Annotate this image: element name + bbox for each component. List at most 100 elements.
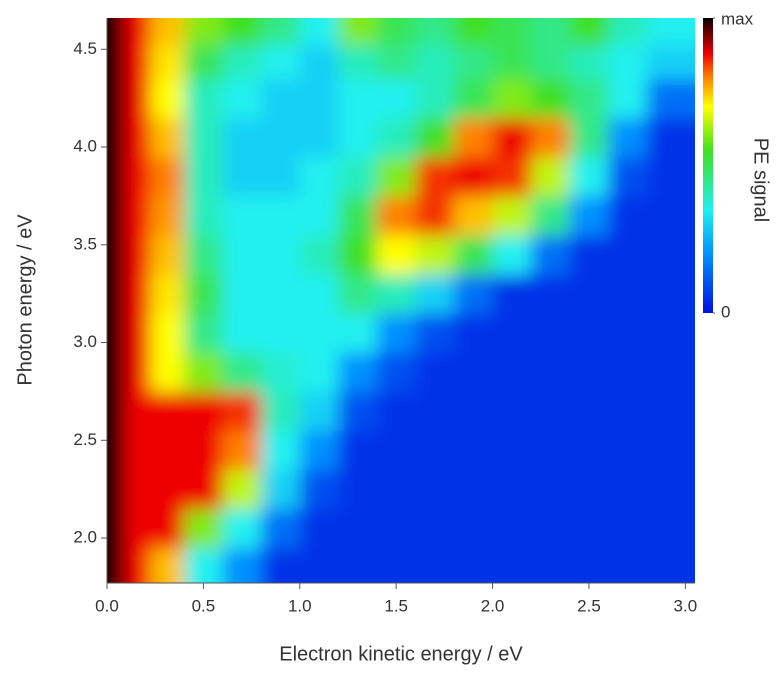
heatmap-cell: [261, 508, 301, 549]
heatmap-cell: [222, 313, 262, 353]
y-tick-label: 3.5: [73, 234, 97, 253]
heatmap-cell: [454, 117, 494, 158]
heatmap-cell: [646, 195, 695, 236]
heatmap-cell: [124, 313, 151, 353]
heatmap-cell: [222, 547, 262, 583]
heatmap-cell: [124, 195, 151, 236]
heatmap-cell: [222, 391, 262, 432]
heatmap-cell: [184, 195, 224, 236]
heatmap-cell: [415, 78, 455, 119]
heatmap-cell: [646, 117, 695, 158]
heatmap-cell: [184, 18, 224, 45]
heatmap-cell: [454, 352, 494, 392]
x-tick-label: 2.5: [577, 596, 601, 615]
heatmap-cell: [261, 547, 301, 583]
heatmap-cell: [150, 352, 185, 392]
heatmap-cell: [492, 313, 532, 353]
heatmap-cell: [107, 469, 125, 510]
heatmap-cell: [569, 469, 609, 510]
colorbar: [703, 18, 713, 313]
heatmap-cell: [646, 78, 695, 119]
heatmap-cell: [376, 352, 416, 392]
x-tick-label: 1.0: [288, 596, 312, 615]
heatmap-cell: [299, 508, 339, 549]
heatmap-cell: [222, 78, 262, 119]
heatmap-cell: [454, 274, 494, 314]
heatmap-cell: [376, 547, 416, 583]
heatmap-cell: [454, 508, 494, 549]
heatmap-cell: [299, 18, 339, 45]
heatmap-cell: [531, 391, 571, 432]
heatmap-cell: [338, 313, 378, 353]
heatmap-cell: [338, 352, 378, 392]
heatmap-cell: [608, 430, 648, 471]
heatmap-cell: [299, 117, 339, 158]
heatmap-cell: [454, 18, 494, 45]
y-tick-label: 2.5: [73, 430, 97, 449]
heatmap-cell: [184, 235, 224, 275]
heatmap-cell: [531, 313, 571, 353]
heatmap-cell: [646, 508, 695, 549]
heatmap-cell: [299, 195, 339, 236]
heatmap-cell: [107, 78, 125, 119]
heatmap-cell: [261, 78, 301, 119]
heatmap-cell: [150, 391, 185, 432]
heatmap-cell: [299, 235, 339, 275]
heatmap-cell: [376, 508, 416, 549]
heatmap-cell: [454, 44, 494, 80]
heatmap-cell: [299, 352, 339, 392]
y-tick-label: 2.0: [73, 528, 97, 547]
heatmap-cell: [124, 156, 151, 197]
heatmap-cell: [376, 469, 416, 510]
heatmap-cell: [261, 18, 301, 45]
y-tick-label: 4.0: [73, 137, 97, 156]
heatmap-cell: [492, 352, 532, 392]
heatmap-cell: [124, 235, 151, 275]
heatmap-cell: [646, 44, 695, 80]
heatmap-cell: [184, 391, 224, 432]
heatmap-cell: [261, 274, 301, 314]
heatmap-cell: [184, 78, 224, 119]
heatmap-cell: [531, 547, 571, 583]
heatmap-cell: [124, 78, 151, 119]
heatmap-cell: [569, 313, 609, 353]
heatmap-cell: [454, 235, 494, 275]
heatmap-cell: [338, 156, 378, 197]
heatmap-cell: [415, 430, 455, 471]
heatmap-cell: [415, 547, 455, 583]
heatmap-cell: [492, 117, 532, 158]
heatmap-cell: [608, 547, 648, 583]
heatmap-cell: [531, 44, 571, 80]
heatmap-cell: [492, 44, 532, 80]
heatmap-cell: [454, 391, 494, 432]
heatmap-cell: [184, 117, 224, 158]
heatmap-cell: [646, 391, 695, 432]
heatmap-cell: [299, 469, 339, 510]
heatmap-cell: [124, 391, 151, 432]
heatmap-cell: [569, 156, 609, 197]
heatmap-cell: [222, 44, 262, 80]
heatmap-cell: [338, 274, 378, 314]
heatmap-cell: [150, 235, 185, 275]
heatmap-cell: [492, 156, 532, 197]
heatmap-cell: [608, 391, 648, 432]
heatmap-cell: [222, 469, 262, 510]
heatmap-cell: [124, 274, 151, 314]
heatmap-cell: [338, 235, 378, 275]
heatmap-cell: [531, 195, 571, 236]
heatmap-cell: [531, 430, 571, 471]
heatmap-cell: [124, 352, 151, 392]
heatmap-cell: [376, 195, 416, 236]
heatmap-cell: [646, 156, 695, 197]
heatmap-cell: [415, 156, 455, 197]
heatmap-cell: [376, 274, 416, 314]
heatmap-cell: [107, 313, 125, 353]
heatmap-cell: [608, 78, 648, 119]
heatmap-cell: [184, 44, 224, 80]
heatmap-cell: [299, 430, 339, 471]
heatmap-cell: [646, 547, 695, 583]
heatmap-cell: [531, 469, 571, 510]
heatmap-cell: [107, 117, 125, 158]
heatmap-cell: [531, 156, 571, 197]
heatmap-cell: [646, 274, 695, 314]
